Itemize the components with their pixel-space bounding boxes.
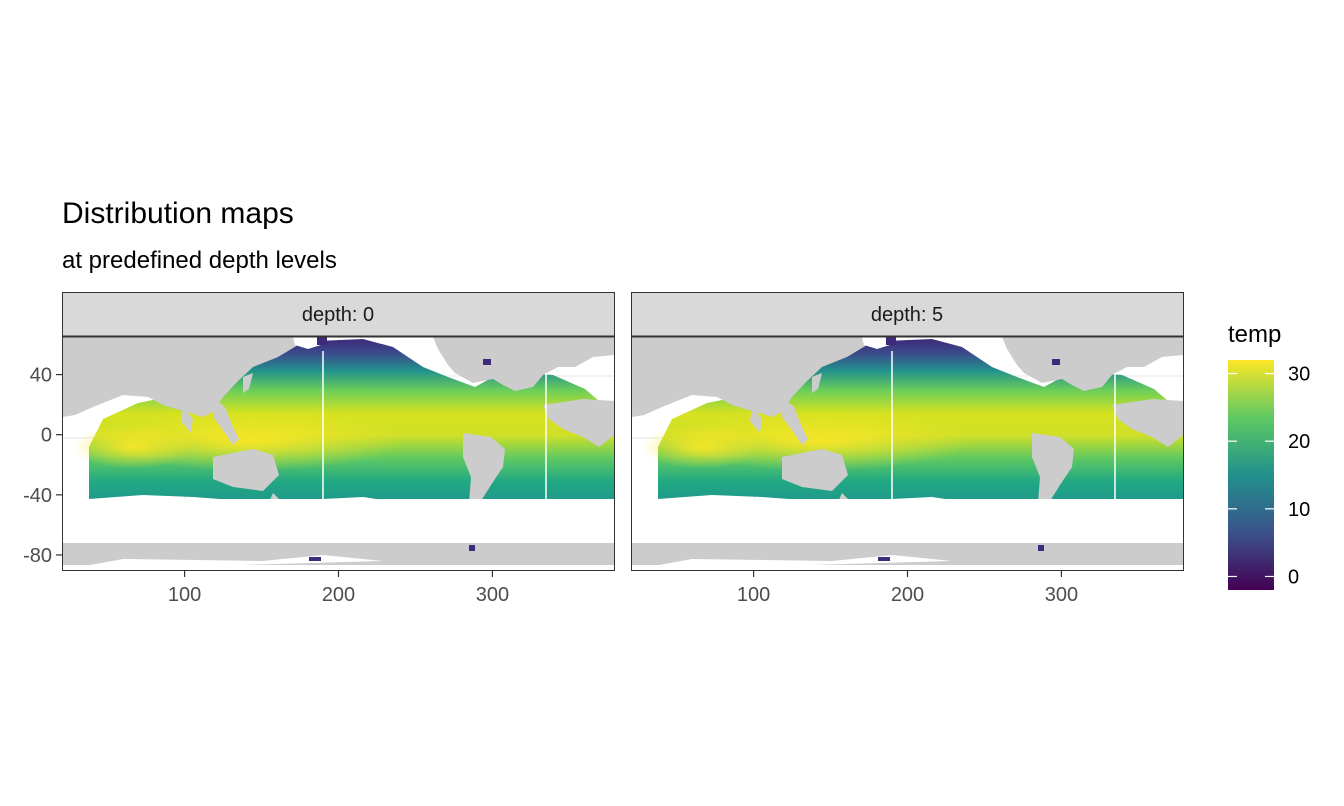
legend-ticks: 30 20 10 0 <box>1228 364 1310 588</box>
strip-label: depth: 0 <box>302 304 374 326</box>
strip-background <box>631 292 1184 337</box>
legend-tick-label: 20 <box>1288 431 1310 453</box>
strip-label: depth: 5 <box>871 304 943 326</box>
legend-title: temp <box>1228 321 1281 348</box>
x-tick-label: 300 <box>1045 584 1078 606</box>
panel-depth-5: depth: 5 <box>631 292 1184 571</box>
legend: temp 30 20 10 0 <box>1228 321 1310 590</box>
y-tick-label: 0 <box>41 425 52 447</box>
legend-tick-label: 0 <box>1288 566 1299 588</box>
figure-subtitle: at predefined depth levels <box>62 247 337 274</box>
legend-tick-label: 10 <box>1288 499 1310 521</box>
legend-tick-label: 30 <box>1288 364 1310 386</box>
y-tick-label: -80 <box>23 545 52 567</box>
x-tick-label: 200 <box>322 584 355 606</box>
y-tick-label: -40 <box>23 485 52 507</box>
y-tick-label: 40 <box>30 365 52 387</box>
panel-depth-0: depth: 0 <box>62 292 615 571</box>
strip-background <box>62 292 615 337</box>
x-tick-label: 100 <box>168 584 201 606</box>
legend-colorbar <box>1228 360 1274 590</box>
x-tick-label: 100 <box>737 584 770 606</box>
x-tick-label: 300 <box>476 584 509 606</box>
map-area <box>63 337 614 570</box>
figure-title: Distribution maps <box>62 197 294 230</box>
x-tick-label: 200 <box>891 584 924 606</box>
map-area <box>632 337 1183 570</box>
